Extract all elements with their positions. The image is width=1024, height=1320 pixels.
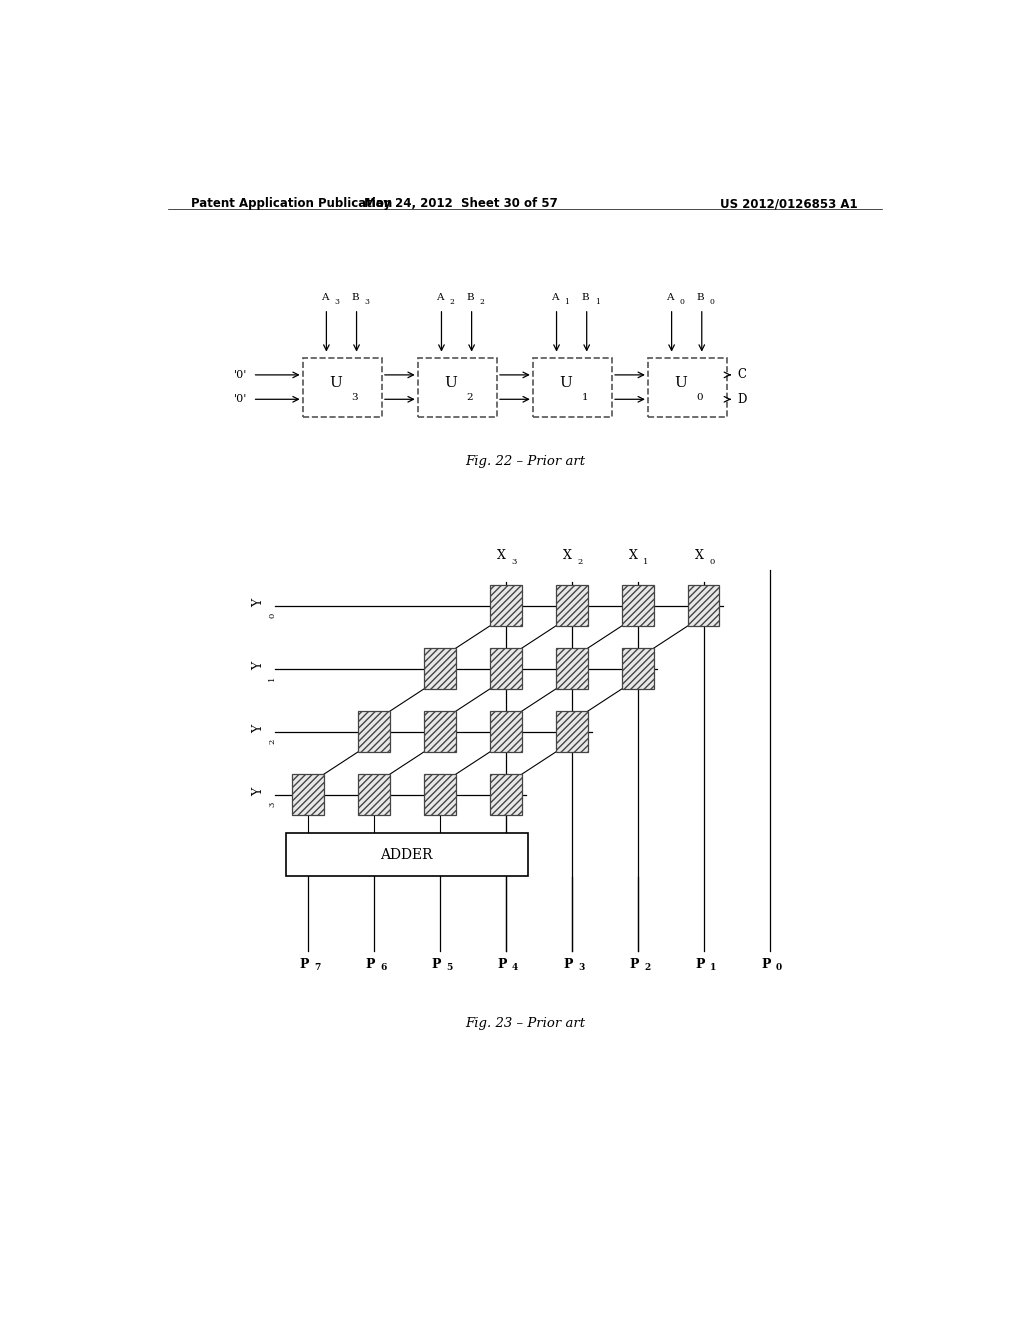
Text: P: P [432, 958, 441, 972]
Text: 1: 1 [643, 558, 648, 566]
Text: C: C [737, 368, 746, 381]
Bar [688, 585, 720, 626]
Text: P: P [300, 958, 309, 972]
Text: 6: 6 [380, 964, 386, 973]
Text: X: X [629, 549, 638, 562]
Bar [556, 711, 588, 752]
Text: P: P [695, 958, 706, 972]
Text: X: X [498, 549, 506, 562]
Text: 0: 0 [710, 558, 715, 566]
Text: 2: 2 [450, 298, 455, 306]
Text: ADDER: ADDER [381, 847, 433, 862]
Text: 4: 4 [512, 964, 518, 973]
Text: Y: Y [253, 788, 265, 796]
Text: 0: 0 [697, 393, 703, 401]
Text: P: P [762, 958, 771, 972]
Text: 2: 2 [578, 558, 583, 566]
Bar [532, 358, 612, 417]
Text: 1: 1 [268, 676, 276, 681]
Text: 7: 7 [314, 964, 321, 973]
Bar [556, 585, 588, 626]
Text: Fig. 22 – Prior art: Fig. 22 – Prior art [465, 455, 585, 469]
Bar [489, 648, 521, 689]
Text: 2: 2 [479, 298, 484, 306]
Text: 3: 3 [334, 298, 339, 306]
Text: 3: 3 [351, 393, 358, 401]
Text: D: D [737, 393, 746, 405]
Text: P: P [498, 958, 507, 972]
Text: 2: 2 [644, 964, 650, 973]
Text: U: U [330, 376, 342, 389]
Text: U: U [560, 376, 572, 389]
Bar [489, 585, 521, 626]
Bar [418, 358, 497, 417]
Text: 1: 1 [564, 298, 569, 306]
Bar [622, 648, 653, 689]
Text: 3: 3 [268, 801, 276, 807]
Bar [648, 358, 727, 417]
Bar [489, 711, 521, 752]
Text: Patent Application Publication: Patent Application Publication [191, 197, 393, 210]
Text: A: A [667, 293, 674, 302]
Text: 5: 5 [446, 964, 453, 973]
Text: A: A [322, 293, 329, 302]
Text: '0': '0' [233, 395, 247, 404]
Bar [424, 775, 456, 814]
Text: U: U [675, 376, 687, 389]
Text: May 24, 2012  Sheet 30 of 57: May 24, 2012 Sheet 30 of 57 [365, 197, 558, 210]
Text: P: P [630, 958, 639, 972]
Bar [292, 775, 324, 814]
Text: A: A [551, 293, 559, 302]
Text: 2: 2 [467, 393, 473, 401]
Text: 1: 1 [582, 393, 589, 401]
Text: '0': '0' [233, 370, 247, 380]
Bar [622, 585, 653, 626]
Text: Y: Y [253, 725, 265, 733]
Text: P: P [366, 958, 376, 972]
Bar [358, 775, 390, 814]
Text: 0: 0 [710, 298, 715, 306]
Text: 3: 3 [511, 558, 517, 566]
Text: 0: 0 [680, 298, 684, 306]
Text: U: U [444, 376, 458, 389]
Text: US 2012/0126853 A1: US 2012/0126853 A1 [721, 197, 858, 210]
Text: B: B [696, 293, 703, 302]
Text: 1: 1 [595, 298, 599, 306]
Text: B: B [351, 293, 358, 302]
Text: Y: Y [253, 598, 265, 607]
Text: 0: 0 [776, 964, 782, 973]
Text: 3: 3 [578, 964, 585, 973]
Bar [556, 648, 588, 689]
Text: X: X [563, 549, 572, 562]
Text: Fig. 23 – Prior art: Fig. 23 – Prior art [465, 1018, 585, 1030]
Bar [424, 648, 456, 689]
Text: 3: 3 [365, 298, 370, 306]
Bar [358, 711, 390, 752]
Text: X: X [695, 549, 705, 562]
Bar [489, 775, 521, 814]
Bar [303, 358, 382, 417]
Text: 2: 2 [268, 739, 276, 744]
Text: A: A [436, 293, 443, 302]
Text: B: B [466, 293, 474, 302]
Text: B: B [582, 293, 589, 302]
Text: 0: 0 [268, 612, 276, 618]
Bar [286, 833, 528, 876]
Bar [424, 711, 456, 752]
Text: 1: 1 [710, 964, 717, 973]
Text: P: P [564, 958, 573, 972]
Text: Y: Y [253, 661, 265, 669]
